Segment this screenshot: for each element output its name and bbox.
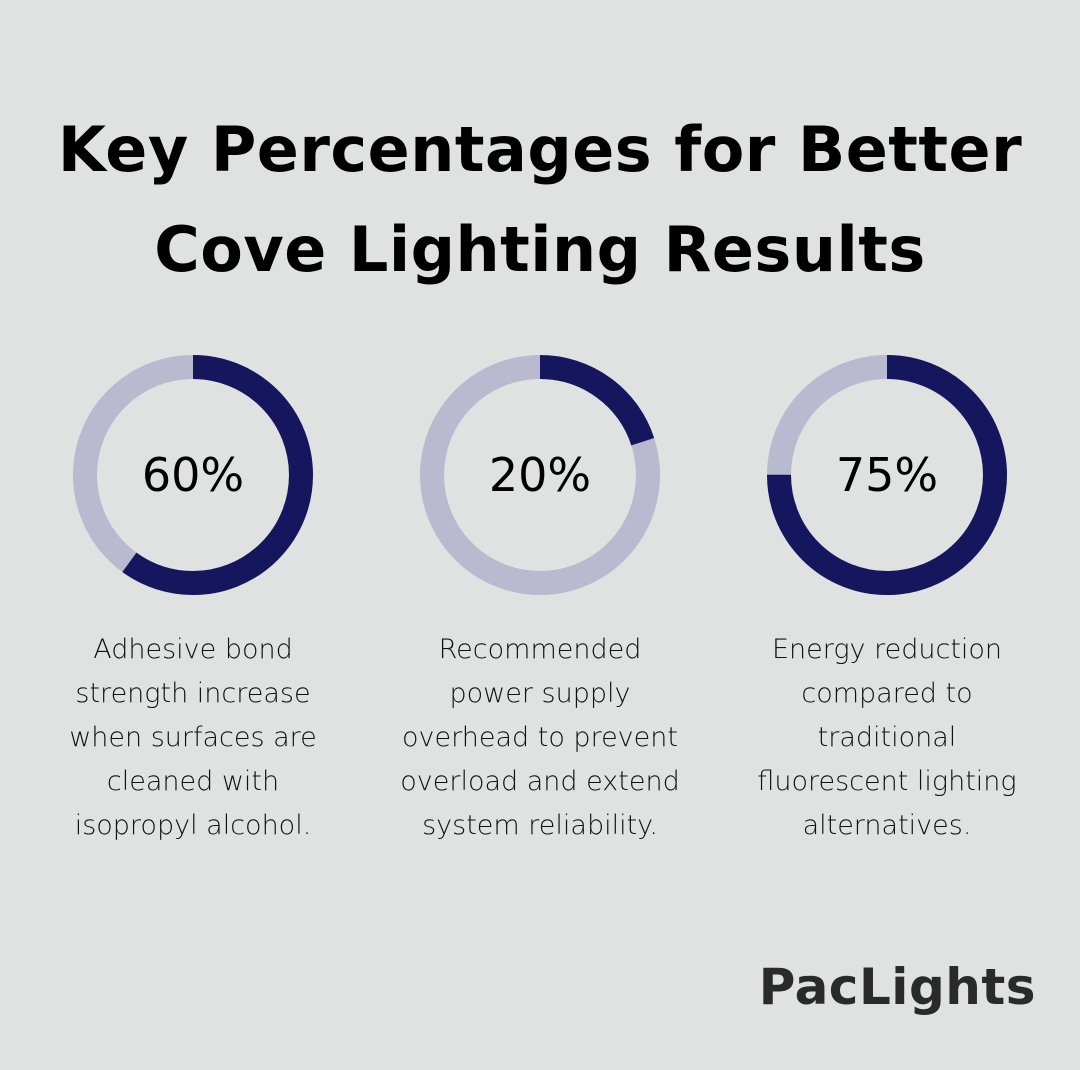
donut-filled (420, 355, 660, 595)
description-line: compared to (801, 678, 973, 709)
stat-card: 60% Adhesive bond strength increase when s… (43, 350, 343, 848)
description-line: Adhesive bond (93, 634, 293, 665)
description-line: power supply (449, 678, 631, 709)
description-line: system reliability. (422, 810, 658, 841)
donut-chart: 75% (767, 355, 1007, 595)
description-line: overload and extend (400, 766, 680, 797)
stat-description: Adhesive bond strength increase when surfa… (43, 628, 343, 848)
description-line: overhead to prevent (402, 722, 678, 753)
stat-card: 20% Recommended power supply overhead to p… (390, 350, 690, 848)
description-line: Energy reduction (771, 634, 1003, 665)
description-line: isopropyl alcohol. (74, 810, 312, 841)
donut-filled (73, 355, 313, 595)
description-line: cleaned with (106, 766, 280, 797)
description-line: Recommended (438, 634, 642, 665)
description-line: alternatives. (802, 810, 972, 841)
percent-label: 60% (142, 448, 244, 502)
stat-description: Recommended power supply overhead to preve… (390, 628, 690, 848)
donut-filled (767, 355, 1007, 595)
page-title: Key Percentages for Better Cove Lighting… (0, 100, 1080, 300)
description-line: when surfaces are (69, 722, 317, 753)
stat-card: 75% Energy reduction compared to tradition… (737, 350, 1037, 848)
title-line-1: Key Percentages for Better (57, 113, 1023, 186)
stat-description: Energy reduction compared to traditional fl… (737, 628, 1037, 848)
donut-chart: 20% (420, 355, 660, 595)
percent-label: 75% (836, 448, 938, 502)
description-line: traditional (817, 722, 957, 753)
percent-label: 20% (489, 448, 591, 502)
description-line: strength increase (75, 678, 311, 709)
donut-chart: 60% (73, 355, 313, 595)
description-line: fluorescent lighting (757, 766, 1017, 797)
title-line-2: Cove Lighting Results (154, 213, 926, 286)
paclights-logo: PacLights (758, 958, 1036, 1016)
